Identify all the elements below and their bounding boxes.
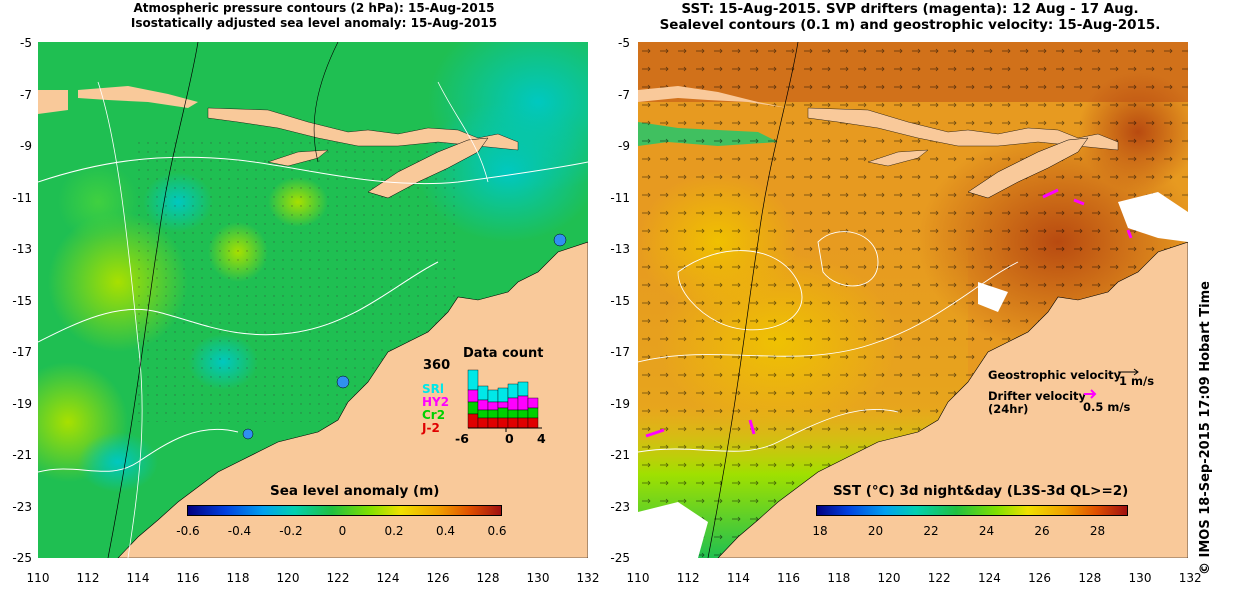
- x-tick-label: 132: [576, 571, 600, 585]
- mission-label-cr2: Cr2: [422, 408, 446, 422]
- y-tick-label: -25: [12, 551, 32, 565]
- sla-colorbar-label: Sea level anomaly (m): [270, 483, 440, 499]
- inset-xtick-zero: 0: [505, 431, 514, 446]
- drifter-arrow-icon: [1084, 389, 1097, 399]
- y-tick-label: -23: [12, 499, 32, 514]
- left-title-line1: Atmospheric pressure contours (2 hPa): 1…: [133, 1, 495, 15]
- inset-xtick-min: -6: [455, 431, 469, 446]
- x-tick-label: 120: [276, 571, 300, 585]
- sst-colorbar-tick: 26: [1034, 524, 1050, 538]
- inset-xtick-max: 4: [537, 431, 546, 446]
- y-tick-label: -9: [20, 139, 32, 153]
- mission-label-j2: J-2: [422, 421, 440, 435]
- sst-colorbar-tick: 18: [812, 524, 828, 538]
- sst-colorbar-tick: 20: [867, 524, 884, 538]
- y-tick-label: -19: [12, 396, 32, 411]
- sla-colorbar-tick: -0.4: [227, 524, 252, 538]
- drifter-label-line1: Drifter velocity: [988, 389, 1087, 403]
- sla-colorbar-tick: 0.2: [384, 524, 404, 538]
- y-tick-label: -13: [610, 242, 630, 256]
- right-title-line2: Sealevel contours (0.1 m) and geostrophi…: [659, 17, 1161, 33]
- x-tick-label: 116: [777, 571, 801, 585]
- y-tick-label: -25: [610, 551, 630, 565]
- y-tick-label: -11: [12, 190, 32, 205]
- x-tick-label: 130: [1128, 571, 1152, 585]
- y-tick-label: -11: [610, 190, 630, 205]
- drifter-velocity-scale: 0.5 m/s: [1083, 400, 1131, 414]
- data-count-histogram: [467, 369, 542, 432]
- sst-map-canvas: [637, 41, 1198, 559]
- x-tick-label: 118: [827, 571, 851, 585]
- data-count-title: Data count: [463, 346, 544, 361]
- x-tick-label: 112: [676, 571, 700, 585]
- y-tick-label: -7: [618, 87, 630, 102]
- y-tick-label: -19: [610, 396, 630, 411]
- sst-colorbar-tick: 28: [1089, 524, 1106, 538]
- y-tick-label: -5: [20, 36, 32, 50]
- x-tick-label: 126: [426, 571, 450, 585]
- sst-colorbar-tick: 24: [978, 524, 995, 538]
- left-title-line2: Isostatically adjusted sea level anomaly…: [130, 16, 498, 30]
- sea-level-map: [8, 12, 648, 559]
- sla-colorbar: [187, 505, 502, 516]
- drifter-velocity-label: Drifter velocity (24hr): [988, 390, 1086, 416]
- x-tick-label: 114: [726, 571, 750, 585]
- y-tick-label: -5: [618, 36, 630, 50]
- right-title-line1: SST: 15-Aug-2015. SVP drifters (magenta)…: [681, 1, 1139, 17]
- x-tick-label: 120: [877, 571, 901, 585]
- x-tick-label: 122: [927, 571, 951, 585]
- y-tick-label: -17: [610, 345, 630, 359]
- imos-timestamp: © IMOS 18-Sep-2015 17:09 Hobart Time: [1198, 281, 1213, 575]
- sst-colorbar: [816, 505, 1128, 516]
- x-tick-label: 118: [226, 571, 250, 585]
- x-tick-label: 112: [76, 571, 100, 585]
- geostrophic-arrow-icon: [1118, 368, 1139, 376]
- x-tick-label: 128: [1078, 571, 1102, 585]
- sst-colorbar-tick: 22: [923, 524, 939, 538]
- mission-label-srl: SRl: [422, 382, 444, 396]
- sla-colorbar-tick: 0: [338, 524, 347, 538]
- mission-label-hy2: HY2: [422, 395, 450, 409]
- sla-colorbar-tick: 0.4: [435, 524, 456, 538]
- x-tick-label: 126: [1028, 571, 1052, 585]
- drifter-label-line2: (24hr): [988, 402, 1029, 416]
- x-tick-label: 122: [326, 571, 350, 585]
- y-tick-label: -15: [12, 293, 32, 308]
- sla-colorbar-tick: -0.6: [176, 524, 200, 538]
- x-tick-label: 132: [1178, 571, 1202, 585]
- y-tick-label: -21: [610, 448, 630, 462]
- sla-colorbar-tick: -0.2: [279, 524, 303, 538]
- x-tick-label: 130: [526, 571, 550, 585]
- right-panel-title: SST: 15-Aug-2015. SVP drifters (magenta)…: [630, 1, 1190, 33]
- sst-map: [637, 41, 1198, 559]
- x-tick-label: 110: [26, 571, 50, 585]
- x-tick-label: 110: [626, 571, 650, 585]
- histogram-bars: [467, 369, 539, 429]
- x-tick-label: 114: [126, 571, 150, 585]
- sea-level-map-canvas: [8, 12, 648, 559]
- y-tick-label: -17: [12, 345, 32, 359]
- y-tick-label: -23: [610, 499, 630, 514]
- y-tick-label: -15: [610, 293, 630, 308]
- x-tick-label: 124: [376, 571, 400, 585]
- sst-colorbar-label: SST (°C) 3d night&day (L3S-3d QL>=2): [833, 483, 1129, 499]
- sla-colorbar-tick: 0.6: [487, 524, 507, 538]
- x-tick-label: 124: [977, 571, 1001, 585]
- x-tick-label: 116: [176, 571, 200, 585]
- left-panel-title: Atmospheric pressure contours (2 hPa): 1…: [40, 1, 588, 31]
- y-tick-label: -21: [12, 448, 32, 462]
- y-tick-label: -7: [20, 87, 32, 102]
- geostrophic-velocity-scale: 1 m/s: [1119, 374, 1155, 388]
- y-tick-label: -13: [12, 242, 32, 256]
- x-tick-label: 128: [476, 571, 500, 585]
- data-count-ymax: 360: [423, 358, 451, 373]
- y-tick-label: -9: [618, 139, 630, 153]
- geostrophic-velocity-label: Geostrophic velocity: [988, 368, 1122, 382]
